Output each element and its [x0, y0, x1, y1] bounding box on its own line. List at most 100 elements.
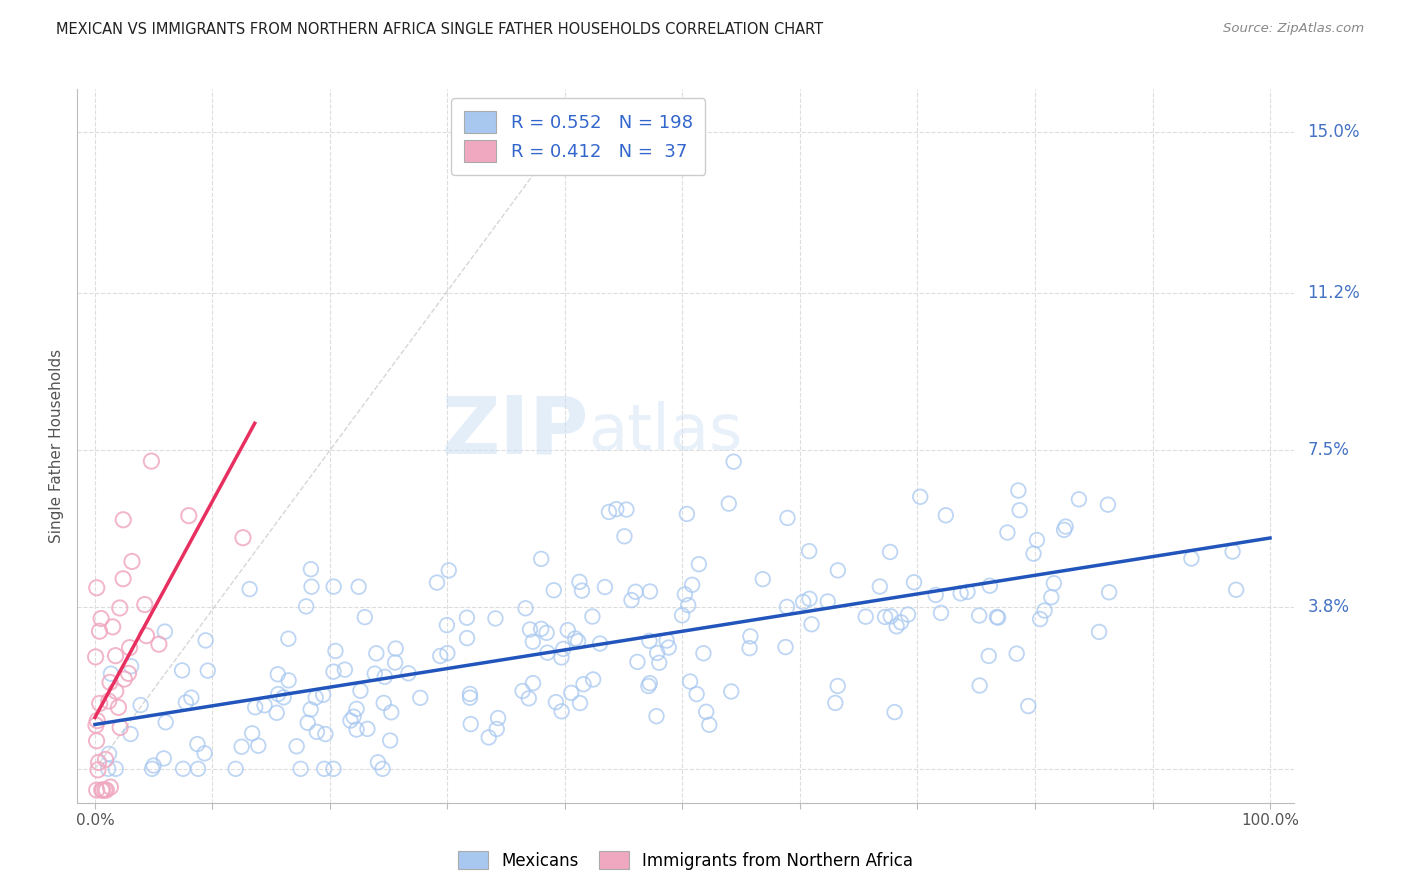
Point — [347, 580, 370, 594]
Point — [325, 644, 347, 658]
Point — [87, 756, 110, 770]
Point — [373, 696, 395, 710]
Point — [349, 683, 371, 698]
Point — [295, 599, 318, 614]
Point — [929, 606, 952, 620]
Point — [277, 673, 299, 688]
Point — [645, 646, 668, 660]
Point — [232, 531, 254, 545]
Point — [458, 690, 481, 705]
Point — [908, 490, 931, 504]
Point — [142, 758, 165, 772]
Text: 3.8%: 3.8% — [1308, 599, 1350, 616]
Point — [374, 670, 396, 684]
Point — [1097, 498, 1119, 512]
Point — [935, 508, 957, 523]
Point — [314, 762, 336, 776]
Point — [305, 690, 328, 705]
Point — [87, 763, 110, 777]
Point — [239, 582, 262, 596]
Point — [98, 675, 121, 690]
Point — [776, 511, 799, 525]
Point — [172, 664, 194, 678]
Point — [141, 762, 163, 776]
Point — [571, 583, 593, 598]
Point — [638, 633, 661, 648]
Point — [903, 575, 925, 590]
Point — [484, 611, 506, 625]
Point — [544, 695, 567, 709]
Point — [969, 679, 991, 693]
Point — [118, 640, 141, 655]
Point — [1088, 624, 1111, 639]
Point — [89, 624, 111, 639]
Point — [297, 715, 319, 730]
Point — [616, 502, 638, 516]
Point — [314, 727, 336, 741]
Point — [322, 665, 344, 679]
Point — [177, 508, 200, 523]
Point — [346, 723, 368, 737]
Point — [152, 751, 174, 765]
Point — [100, 666, 122, 681]
Point — [673, 587, 696, 601]
Point — [384, 656, 406, 670]
Point — [486, 711, 509, 725]
Point — [679, 674, 702, 689]
Point — [897, 607, 920, 622]
Point — [91, 783, 114, 797]
Point — [869, 580, 891, 594]
Point — [380, 706, 402, 720]
Point — [364, 666, 387, 681]
Point — [873, 610, 896, 624]
Point — [174, 695, 197, 709]
Point — [1005, 647, 1028, 661]
Point — [582, 673, 605, 687]
Point — [86, 581, 108, 595]
Point — [671, 608, 693, 623]
Legend: Mexicans, Immigrants from Northern Africa: Mexicans, Immigrants from Northern Afric… — [451, 845, 920, 877]
Point — [676, 507, 699, 521]
Point — [225, 762, 247, 776]
Text: Source: ZipAtlas.com: Source: ZipAtlas.com — [1223, 22, 1364, 36]
Point — [90, 611, 112, 625]
Point — [153, 624, 176, 639]
Point — [638, 584, 661, 599]
Point — [342, 709, 364, 723]
Point — [515, 601, 537, 615]
Point — [89, 697, 111, 711]
Point — [626, 655, 648, 669]
Point — [817, 594, 839, 608]
Point — [94, 783, 117, 797]
Point — [695, 705, 717, 719]
Point — [112, 513, 135, 527]
Point — [436, 618, 458, 632]
Point — [880, 609, 903, 624]
Point — [104, 684, 127, 698]
Point — [581, 609, 603, 624]
Point — [141, 454, 163, 468]
Point — [564, 632, 586, 646]
Point — [655, 633, 678, 648]
Point — [620, 593, 643, 607]
Point — [720, 684, 742, 698]
Point — [997, 525, 1019, 540]
Point — [339, 714, 361, 728]
Point — [266, 706, 288, 720]
Point — [977, 648, 1000, 663]
Point — [456, 610, 478, 624]
Point — [273, 690, 295, 705]
Point — [245, 700, 267, 714]
Point — [120, 659, 142, 673]
Point — [97, 762, 120, 776]
Point — [536, 646, 558, 660]
Point — [353, 610, 375, 624]
Point — [312, 688, 335, 702]
Point — [1022, 547, 1045, 561]
Point — [378, 733, 401, 747]
Point — [569, 696, 592, 710]
Point — [97, 694, 120, 708]
Point — [436, 646, 458, 660]
Point — [560, 686, 582, 700]
Point — [285, 739, 308, 754]
